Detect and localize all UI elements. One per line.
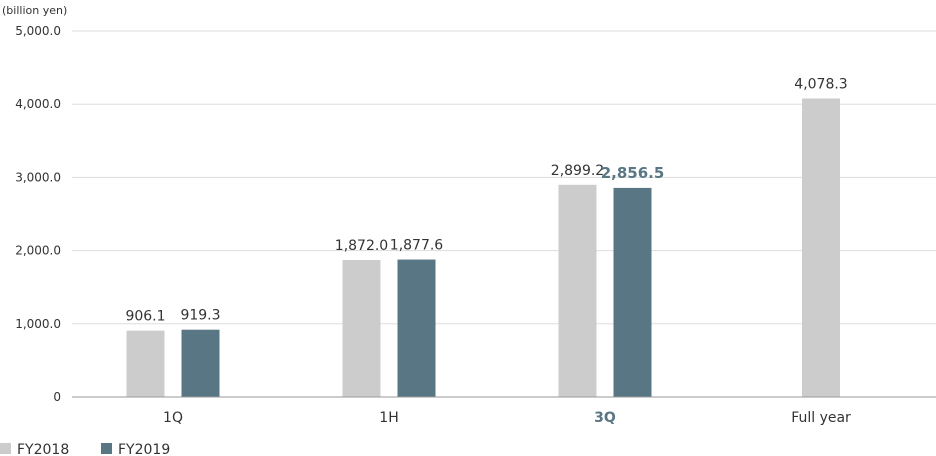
legend-swatch-fy2018 <box>0 443 11 454</box>
value-label: 2,856.5 <box>601 164 665 182</box>
bar-fy2018-full-year <box>802 98 840 397</box>
y-tick-label: 0 <box>53 390 61 404</box>
y-tick-label: 2,000.0 <box>15 244 61 258</box>
legend-label: FY2018 <box>17 442 69 456</box>
legend: FY2018 FY2019 <box>0 442 170 456</box>
bar-fy2018-1q <box>126 330 165 397</box>
unit-label: (billion yen) <box>2 4 67 17</box>
y-axis-ticks: 0 1,000.0 2,000.0 3,000.0 4,000.0 5,000.0 <box>15 24 61 404</box>
value-label: 906.1 <box>125 309 165 325</box>
x-tick-label: Full year <box>791 410 851 426</box>
bar-fy2018-1h <box>342 259 381 397</box>
x-tick-label: 1Q <box>163 410 183 426</box>
bar-fy2019-3q <box>613 187 652 397</box>
x-axis-ticks: 1Q 1H 3Q Full year <box>163 410 851 426</box>
value-label: 1,877.6 <box>390 238 444 254</box>
y-tick-label: 5,000.0 <box>15 24 61 38</box>
value-label: 919.3 <box>180 308 220 324</box>
legend-label: FY2019 <box>118 442 170 456</box>
bar-fy2019-1h <box>397 259 436 397</box>
x-tick-label: 1H <box>379 410 398 426</box>
value-labels: 906.1 919.3 1,872.0 1,877.6 2,899.22,856.5 4,… <box>125 76 847 324</box>
legend-swatch-fy2019 <box>101 443 112 454</box>
x-tick-label: 3Q <box>594 410 616 426</box>
y-tick-label: 1,000.0 <box>15 317 61 331</box>
bar-fy2018-3q <box>558 184 597 397</box>
bars <box>126 98 840 397</box>
value-label: 4,078.3 <box>794 76 847 92</box>
value-label: 1,872.0 <box>335 238 388 254</box>
y-tick-label: 3,000.0 <box>15 170 61 184</box>
y-tick-label: 4,000.0 <box>15 97 61 111</box>
bar-fy2019-1q <box>181 329 220 397</box>
value-label: 2,899.2 <box>551 163 604 179</box>
gridlines <box>72 30 936 325</box>
